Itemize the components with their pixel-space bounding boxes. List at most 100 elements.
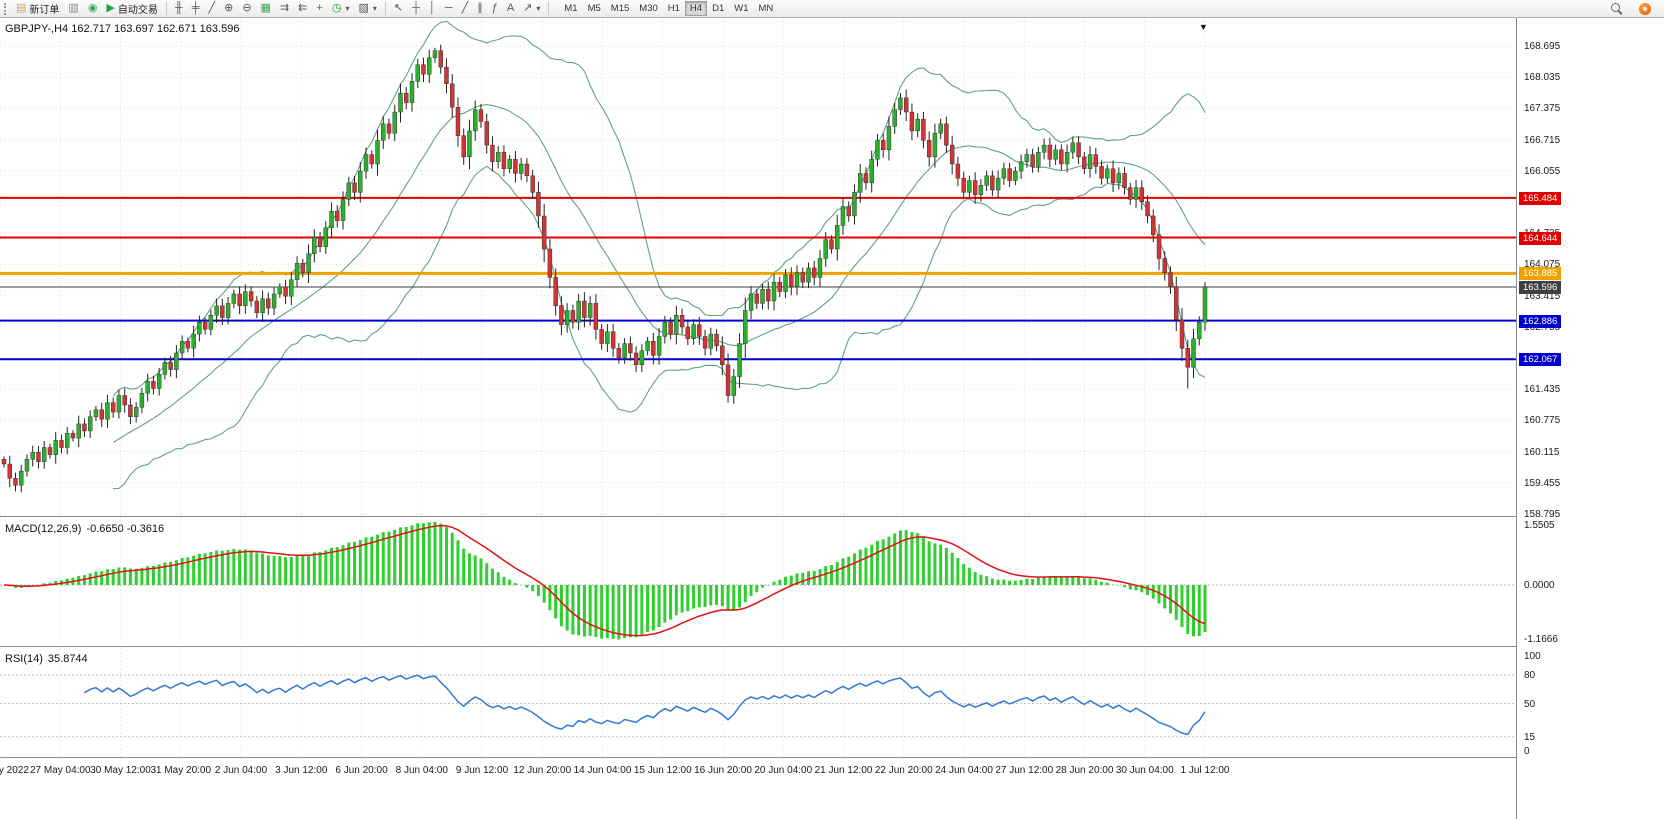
trendline-button[interactable]: ╱ bbox=[458, 1, 473, 16]
time-axis-label: 15 Jun 12:00 bbox=[633, 765, 692, 776]
macd-scale-zero: 0.0000 bbox=[1524, 580, 1555, 592]
new-order-button[interactable]: ▤ 新订单 bbox=[12, 1, 63, 17]
indicators-button[interactable]: + bbox=[312, 1, 326, 16]
rsi-scale-label: 0 bbox=[1524, 746, 1530, 757]
tester-globe-icon: ◉ bbox=[87, 2, 98, 14]
autotrading-play-icon: ▶ bbox=[106, 2, 115, 14]
macd-panel[interactable]: MACD(12,26,9) -0.6650 -0.3616 bbox=[0, 518, 1516, 646]
timeframe-button-h4[interactable]: H4 bbox=[684, 1, 708, 16]
time-axis-label: 26 May 2022 bbox=[0, 765, 29, 776]
horizontal-line-icon: ─ bbox=[444, 2, 453, 14]
trendline-icon: ╱ bbox=[461, 2, 469, 14]
main-price-panel[interactable]: GBPJPY-,H4 162.717 163.697 162.671 163.5… bbox=[0, 18, 1516, 516]
time-axis-label: 2 Jun 04:00 bbox=[214, 765, 268, 776]
tile-windows-button[interactable]: ▦ bbox=[257, 1, 275, 16]
timeframe-button-mn[interactable]: MN bbox=[753, 1, 778, 16]
periods-button[interactable]: ◷ ▾ bbox=[328, 1, 354, 16]
rsi-canvas[interactable] bbox=[0, 648, 1516, 757]
macd-indicator-name: MACD(12,26,9) bbox=[5, 523, 82, 535]
macd-canvas[interactable] bbox=[0, 518, 1516, 646]
chart-window-icon: ▥ bbox=[68, 2, 79, 14]
toolbar-separator bbox=[548, 2, 550, 15]
price-tag: 164.644 bbox=[1519, 231, 1562, 245]
price-axis-label: 160.775 bbox=[1524, 415, 1561, 427]
timeframe-button-d1[interactable]: D1 bbox=[707, 1, 729, 16]
new-order-button-label: 新订单 bbox=[29, 5, 60, 16]
zoom-in-button[interactable]: ⊕ bbox=[220, 1, 237, 16]
price-axis-label: 159.455 bbox=[1524, 477, 1561, 489]
channel-button[interactable]: ∥ bbox=[473, 1, 487, 16]
rsi-label: RSI(14) 35.8744 bbox=[5, 653, 88, 665]
time-axis-label: 31 May 20:00 bbox=[150, 765, 212, 776]
toolbar: ▤ 新订单 ▥ ◉ ▶ 自动交易 ╫ ╪ ╱ ⊕ ⊖ ▦ ⇉ ⇇ + ◷ ▾ ▧ ▾ ↖ ┼ │ ─ ╱ ∥ ƒ A ↗ ▾ M1 M5 M… bbox=[0, 0, 1664, 18]
templates-button[interactable]: ▧ ▾ bbox=[354, 1, 380, 16]
price-axis[interactable]: 168.695168.035167.375166.715166.055165.3… bbox=[1516, 18, 1664, 819]
text-button[interactable]: A bbox=[503, 1, 518, 16]
rsi-scale-label: 15 bbox=[1524, 731, 1536, 743]
rsi-scale-label: 100 bbox=[1524, 651, 1541, 662]
panel-separator[interactable] bbox=[0, 516, 1516, 517]
autotrading-button[interactable]: ▶ 自动交易 bbox=[102, 1, 161, 17]
rsi-panel[interactable]: RSI(14) 35.8744 bbox=[0, 648, 1516, 757]
add-indicator-icon: + bbox=[316, 2, 323, 14]
charts-button[interactable]: ▥ bbox=[64, 1, 82, 16]
time-axis-label: 28 Jun 20:00 bbox=[1055, 765, 1114, 776]
text-icon: A bbox=[506, 2, 515, 14]
macd-scale-min: -1.1666 bbox=[1524, 634, 1558, 645]
candlestick-chart-button[interactable]: ╪ bbox=[188, 1, 204, 16]
time-axis-label: 6 Jun 20:00 bbox=[335, 765, 388, 776]
candlestick-icon: ╪ bbox=[191, 2, 200, 14]
channel-icon: ∥ bbox=[477, 2, 483, 14]
price-tag: 163.596 bbox=[1519, 281, 1562, 295]
new-order-icon: ▤ bbox=[16, 2, 27, 14]
rsi-indicator-name: RSI(14) bbox=[5, 653, 43, 665]
search-button[interactable] bbox=[1607, 1, 1627, 16]
community-button[interactable] bbox=[1635, 1, 1655, 16]
bar-chart-button[interactable]: ╫ bbox=[171, 1, 187, 16]
time-axis-label: 30 Jun 04:00 bbox=[1115, 765, 1174, 776]
time-axis-label: 21 Jun 12:00 bbox=[814, 765, 873, 776]
auto-scroll-button[interactable]: ⇉ bbox=[276, 1, 293, 16]
timeframe-button-w1[interactable]: W1 bbox=[729, 1, 753, 16]
tile-windows-icon: ▦ bbox=[260, 2, 271, 14]
price-axis-label: 158.795 bbox=[1524, 508, 1561, 520]
fibonacci-button[interactable]: ƒ bbox=[488, 1, 502, 16]
time-axis-label: 22 Jun 20:00 bbox=[874, 765, 933, 776]
price-tag: 163.885 bbox=[1519, 267, 1562, 281]
cursor-button[interactable]: ↖ bbox=[390, 1, 407, 16]
timeframe-button-m15[interactable]: M15 bbox=[606, 1, 634, 16]
crosshair-icon: ┼ bbox=[412, 2, 420, 14]
macd-scale-max: 1.5505 bbox=[1524, 520, 1555, 531]
toolbar-right bbox=[1607, 1, 1661, 16]
strategy-tester-button[interactable]: ◉ bbox=[84, 1, 102, 16]
price-axis-label: 163.415 bbox=[1524, 290, 1561, 302]
arrows-button[interactable]: ↗ ▾ bbox=[519, 1, 544, 16]
time-axis-label: 12 Jun 20:00 bbox=[513, 765, 572, 776]
price-axis-label: 161.435 bbox=[1524, 384, 1561, 396]
horizontal-line-button[interactable]: ─ bbox=[441, 1, 457, 16]
time-axis-label: 1 Jul 12:00 bbox=[1180, 765, 1230, 776]
timeframe-button-m30[interactable]: M30 bbox=[634, 1, 662, 16]
toolbar-separator bbox=[384, 2, 386, 15]
templates-icon: ▧ bbox=[358, 2, 369, 14]
timeframe-button-m1[interactable]: M1 bbox=[559, 1, 582, 16]
line-chart-button[interactable]: ╱ bbox=[204, 1, 219, 16]
chart-shift-button[interactable]: ⇇ bbox=[294, 1, 311, 16]
zoom-out-icon: ⊖ bbox=[242, 2, 252, 14]
time-axis-label: 27 Jun 12:00 bbox=[995, 765, 1054, 776]
time-axis-label: 30 May 12:00 bbox=[90, 765, 151, 776]
bar-chart-icon: ╫ bbox=[174, 2, 183, 14]
crosshair-button[interactable]: ┼ bbox=[408, 1, 424, 16]
timeframe-button-h1[interactable]: H1 bbox=[663, 1, 685, 16]
vertical-line-button[interactable]: │ bbox=[425, 1, 440, 16]
toolbar-grip[interactable] bbox=[4, 2, 8, 15]
chart-shift-marker[interactable]: ▼ bbox=[1199, 22, 1208, 32]
price-chart-canvas[interactable] bbox=[0, 18, 1516, 516]
zoom-out-button[interactable]: ⊖ bbox=[238, 1, 255, 16]
panel-separator[interactable] bbox=[0, 646, 1516, 647]
time-axis-label: 9 Jun 12:00 bbox=[455, 765, 509, 776]
timeframe-button-m5[interactable]: M5 bbox=[583, 1, 606, 16]
price-axis-label: 168.035 bbox=[1524, 72, 1561, 84]
timeframe-toolbar: M1 M5 M15 M30 H1 H4 D1 W1 MN bbox=[559, 1, 778, 16]
